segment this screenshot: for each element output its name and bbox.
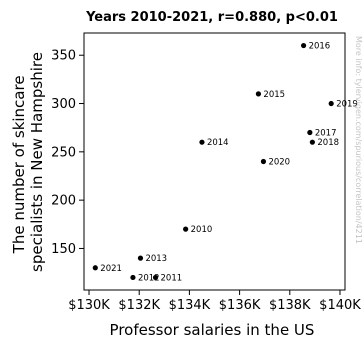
data-point [92,265,98,271]
data-point [152,274,159,281]
data-point-label: 2019 [336,100,358,110]
data-point [328,100,334,107]
data-point-label: 2016 [309,42,331,52]
data-point [130,274,136,281]
data-point-label: 2010 [191,225,213,235]
data-point [307,129,313,136]
x-tick-label: $134K [169,298,211,313]
data-point [260,158,267,165]
y-axis: 150 200 250 300 350 [51,49,84,257]
y-tick-label: 150 [51,242,76,257]
data-point [183,226,189,232]
data-point-label: 2013 [145,254,167,264]
x-tick-label: $138K [269,298,311,313]
y-tick-label: 250 [51,145,76,160]
data-point-label: 2011 [161,273,183,283]
x-axis-label: Professor salaries in the US [110,321,315,339]
y-axis-label-line-1: The number of skincare [10,75,28,254]
data-point-label: 2012 [138,273,160,283]
data-point [300,42,307,49]
x-tick-label: $130K [68,298,110,313]
x-tick-label: $136K [219,298,261,313]
data-point [137,255,144,261]
y-tick-label: 300 [51,97,76,112]
chart-title: Years 2010-2021, r=0.880, p<0.01 [85,10,338,25]
x-tick-label: $132K [118,298,160,313]
data-point [199,139,205,145]
data-point-label: 2021 [100,264,122,274]
y-tick-label: 350 [51,49,76,64]
data-point [255,91,262,97]
y-axis-label: The number of skincare specialists in Ne… [10,52,46,272]
watermark: More info: tylervigen.com/spurious/corre… [354,36,363,244]
y-axis-label-line-2: specialists in New Hampshire [28,52,46,272]
data-point-label: 2015 [263,90,285,100]
data-point-label: 2014 [207,138,229,148]
data-point-label: 2020 [268,158,290,168]
x-tick-label: $140K [319,298,361,313]
y-tick-label: 200 [51,194,76,209]
data-point [309,139,315,145]
data-point-label: 2018 [317,138,339,148]
x-axis: $130K $132K $134K $136K $138K $140K [68,290,361,313]
plot-area-frame [83,32,346,291]
data-point-label: 2017 [315,129,337,139]
